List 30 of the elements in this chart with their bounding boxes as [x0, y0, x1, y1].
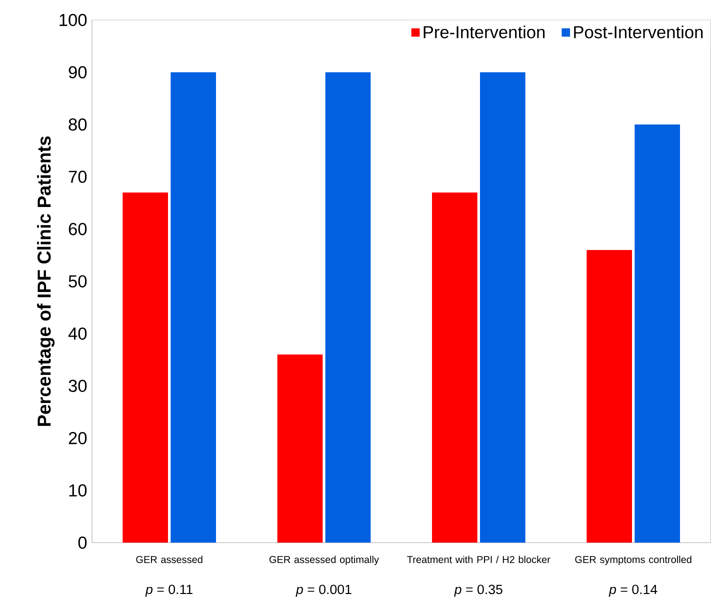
- y-tick-label: 20: [68, 432, 87, 444]
- y-tick-label: 60: [68, 222, 87, 236]
- x-tick-label: GER symptoms controlled: [575, 556, 692, 566]
- bar: [122, 192, 168, 543]
- bar: [170, 72, 216, 543]
- legend-label: Post-Intervention: [574, 26, 703, 38]
- y-tick-label: 40: [68, 327, 87, 340]
- y-axis-title: Percentage of IPF Clinic Patients: [37, 136, 55, 426]
- bar: [586, 250, 632, 543]
- text: p = 0.14: [608, 584, 658, 597]
- bar: [634, 124, 680, 543]
- x-tick-label: GER assessed: [136, 556, 202, 564]
- y-tick-label: 0: [78, 536, 87, 549]
- bar: [432, 192, 478, 543]
- y-tick-label: 30: [68, 380, 87, 392]
- bar: [480, 72, 526, 543]
- y-tick-label: 70: [68, 170, 87, 183]
- x-tick-label: Treatment with PPI / H2 blocker: [407, 556, 550, 564]
- bar: [277, 354, 323, 543]
- x-tick-label: GER assessed optimally: [269, 556, 379, 566]
- y-tick-label: 100: [60, 14, 87, 26]
- text: p = 0.11: [145, 584, 192, 597]
- legend-label: Pre-Intervention: [424, 26, 545, 38]
- bar: [325, 72, 371, 543]
- y-tick-label: 50: [68, 275, 87, 288]
- text: p = 0.35: [454, 584, 502, 597]
- y-tick-label: 90: [68, 66, 87, 78]
- y-tick-label: 80: [68, 118, 87, 131]
- y-tick-label: 10: [69, 484, 87, 497]
- text: p = 0.001: [296, 584, 352, 597]
